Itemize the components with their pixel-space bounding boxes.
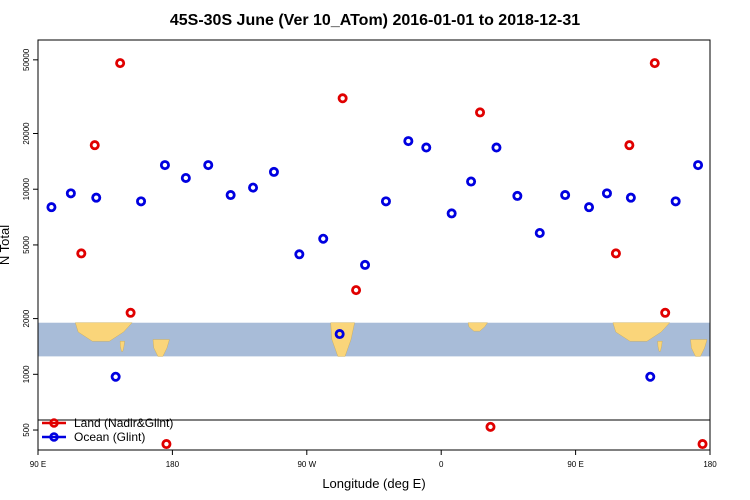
y-axis-label: N Total <box>0 225 12 265</box>
map-strip <box>38 322 710 357</box>
point-land <box>161 439 172 450</box>
y-tick-label: 20000 <box>22 122 31 145</box>
point-land <box>475 107 486 118</box>
map-ocean <box>38 322 710 357</box>
point-land <box>697 439 708 450</box>
y-tick-label: 5000 <box>22 235 31 253</box>
point-land <box>89 140 100 151</box>
x-tick-label: 90 E <box>30 460 46 469</box>
point-ocean <box>159 160 170 171</box>
x-axis-label: Longitude (deg E) <box>322 476 425 491</box>
point-ocean <box>421 142 432 153</box>
map-land-new-zealand <box>690 339 708 357</box>
point-ocean <box>110 371 121 382</box>
legend-marker-land <box>49 418 59 428</box>
point-ocean <box>491 142 502 153</box>
point-ocean <box>645 371 656 382</box>
point-ocean <box>180 172 191 183</box>
point-ocean <box>512 190 523 201</box>
y-axis: 500 1000 2000 5000 10000 20000 50000 <box>22 48 38 437</box>
legend-label-ocean: Ocean (Glint) <box>74 430 145 444</box>
point-ocean <box>225 190 236 201</box>
point-land <box>649 58 660 69</box>
point-land <box>660 307 671 318</box>
point-land <box>610 248 621 259</box>
point-ocean <box>466 176 477 187</box>
point-ocean <box>334 329 345 340</box>
point-land <box>125 307 136 318</box>
point-ocean <box>318 233 329 244</box>
map-land-tasmania <box>657 341 663 352</box>
point-ocean <box>136 196 147 207</box>
x-tick-label: 90 W <box>297 460 316 469</box>
plot-area-frame <box>37 39 711 451</box>
point-ocean <box>248 182 259 193</box>
point-ocean <box>46 202 57 213</box>
map-land-australia <box>612 322 671 342</box>
legend-marker-ocean <box>49 432 59 442</box>
y-tick-label: 2000 <box>22 309 31 327</box>
point-ocean <box>268 166 279 177</box>
point-ocean <box>625 192 636 203</box>
point-ocean <box>360 259 371 270</box>
x-tick-label: 90 E <box>567 460 583 469</box>
y-tick-label: 50000 <box>22 48 31 71</box>
x-tick-label: 180 <box>703 460 717 469</box>
legend: Land (Nadir&Glint) Ocean (Glint) <box>38 416 710 444</box>
point-land <box>115 58 126 69</box>
x-tick-label: 0 <box>439 460 444 469</box>
map-land-africa <box>467 322 488 332</box>
point-ocean <box>534 228 545 239</box>
x-axis: 90 E 180 90 W 0 90 E 180 <box>30 450 717 469</box>
point-land <box>624 140 635 151</box>
point-ocean <box>380 196 391 207</box>
point-ocean <box>601 188 612 199</box>
point-ocean <box>670 196 681 207</box>
map-land-new-zealand <box>152 339 170 357</box>
point-ocean <box>693 160 704 171</box>
point-land <box>485 421 496 432</box>
point-land <box>351 285 362 296</box>
legend-label-land: Land (Nadir&Glint) <box>74 416 173 430</box>
point-land <box>337 93 348 104</box>
point-ocean <box>446 208 457 219</box>
y-tick-label: 500 <box>22 423 31 437</box>
point-ocean <box>584 202 595 213</box>
chart-title: 45S-30S June (Ver 10_ATom) 2016-01-01 to… <box>170 12 580 29</box>
point-ocean <box>560 190 571 201</box>
y-tick-label: 10000 <box>22 178 31 201</box>
data-points <box>46 58 708 450</box>
y-tick-label: 1000 <box>22 365 31 383</box>
point-land <box>76 248 87 259</box>
x-tick-label: 180 <box>166 460 180 469</box>
point-ocean <box>91 192 102 203</box>
map-land-australia <box>75 322 133 342</box>
point-ocean <box>294 249 305 260</box>
map-land-tasmania <box>119 341 125 352</box>
point-ocean <box>403 136 414 147</box>
point-ocean <box>65 188 76 199</box>
point-ocean <box>203 160 214 171</box>
